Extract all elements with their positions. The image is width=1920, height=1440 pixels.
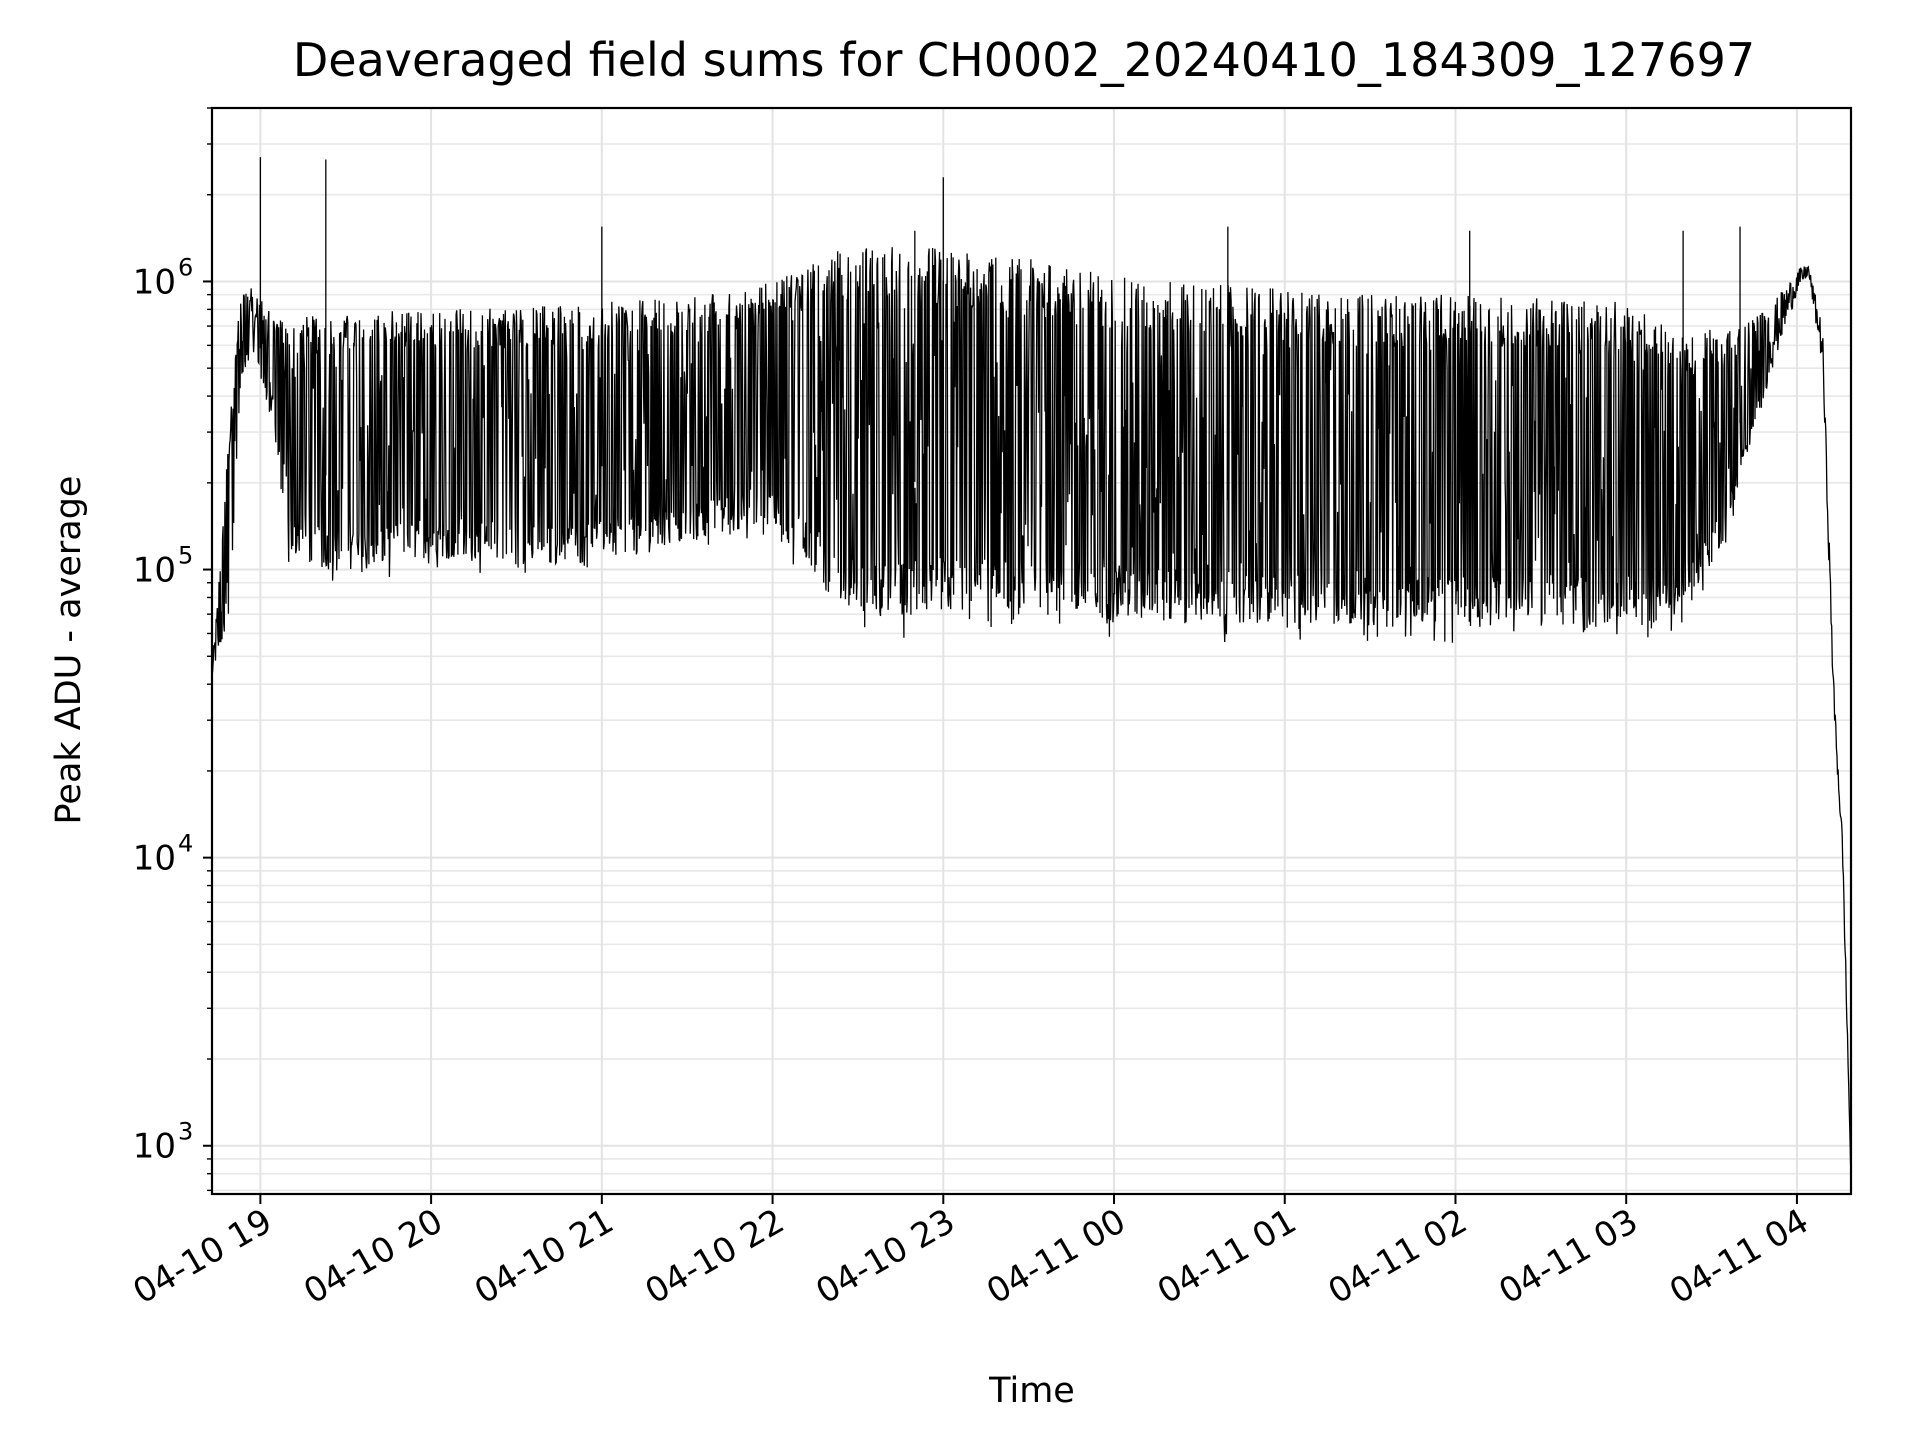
y-tick-base: 10 — [133, 839, 176, 879]
series-line — [211, 247, 1852, 1180]
y-tick-label: 10 4 — [133, 830, 194, 879]
series-group — [211, 157, 1852, 1180]
y-tick-exponent: 5 — [178, 542, 193, 570]
y-tick-exponent: 3 — [178, 1118, 193, 1146]
y-tick-base: 10 — [133, 1127, 176, 1167]
y-tick-label: 10 6 — [133, 253, 194, 302]
plot-frame — [210, 106, 1853, 1196]
y-tick-exponent: 4 — [178, 830, 193, 858]
chart-title: Deaveraged field sums for CH0002_2024041… — [293, 33, 1755, 87]
y-tick-base: 10 — [133, 262, 176, 302]
y-axis-label: Peak ADU - average — [49, 476, 89, 825]
y-tick-base: 10 — [133, 551, 176, 591]
series-layer — [211, 157, 1852, 1180]
y-tick-label: 10 5 — [133, 542, 194, 591]
y-tick-exponent: 6 — [178, 253, 193, 281]
y-tick-label: 10 3 — [133, 1118, 194, 1167]
x-axis-label: Time — [988, 1371, 1075, 1411]
